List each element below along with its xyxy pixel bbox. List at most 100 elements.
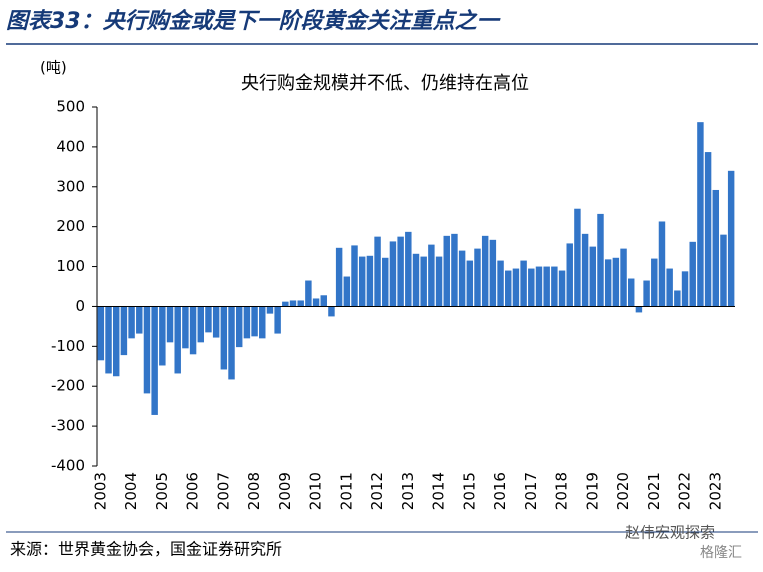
x-tick-label: 2005 (153, 472, 171, 510)
y-tick-label: -200 (51, 377, 85, 395)
bar (505, 270, 512, 307)
x-tick-label: 2003 (91, 472, 109, 510)
bar (466, 260, 474, 307)
bar (320, 295, 327, 307)
bar (312, 298, 320, 307)
bar (666, 268, 673, 307)
x-tick-label: 2020 (614, 472, 632, 510)
watermark: 赵伟宏观探索 (625, 524, 715, 542)
bar (128, 306, 135, 339)
bar (420, 256, 427, 307)
bar (212, 306, 220, 338)
bar (497, 260, 504, 307)
x-tick-label: 2006 (184, 472, 202, 510)
bar (528, 268, 535, 307)
bar (343, 276, 351, 307)
bar (727, 170, 735, 307)
bar (512, 268, 520, 307)
watermark: 格隆汇 (700, 545, 742, 561)
y-tick-label: 100 (56, 257, 85, 275)
bar (458, 250, 466, 307)
bar (481, 235, 489, 307)
bar (305, 280, 312, 307)
bar (689, 241, 696, 307)
bar (720, 234, 727, 307)
bar (105, 306, 112, 374)
bar (159, 306, 166, 366)
bar (136, 306, 143, 334)
bar (443, 235, 450, 307)
x-tick-label: 2018 (553, 472, 571, 510)
bar (259, 306, 266, 339)
x-tick-label: 2016 (491, 472, 509, 510)
x-tick-label: 2012 (368, 472, 386, 510)
bar (235, 306, 243, 348)
y-tick-label: 200 (56, 217, 85, 235)
bar (112, 306, 120, 377)
y-tick-label: 500 (56, 98, 85, 116)
x-tick-label: 2011 (337, 472, 355, 510)
bar (604, 259, 612, 307)
bar (228, 306, 235, 380)
bar (335, 247, 343, 307)
chart-title: 央行购金规模并不低、仍维持在高位 (241, 73, 529, 94)
bar (620, 248, 627, 307)
bar (351, 245, 358, 307)
y-tick-label: 300 (56, 177, 85, 195)
bar (589, 246, 597, 307)
bar (643, 280, 650, 307)
bar (405, 231, 412, 307)
bar (612, 257, 620, 307)
y-tick-label: -300 (51, 417, 85, 435)
bar (543, 266, 550, 307)
bar (704, 152, 712, 307)
bar (120, 306, 128, 356)
bar (551, 266, 558, 307)
bar (581, 233, 589, 307)
x-tick-label: 2014 (430, 472, 448, 510)
bar (451, 233, 458, 307)
bar (243, 306, 251, 339)
bar (374, 236, 381, 307)
bar (635, 306, 643, 313)
bar (574, 208, 581, 307)
bar (628, 278, 635, 307)
bar (174, 306, 181, 374)
bar (274, 306, 281, 334)
bar (289, 300, 297, 307)
y-tick-label: -400 (51, 457, 85, 475)
bar (220, 306, 228, 370)
x-tick-label: 2022 (676, 472, 694, 510)
y-tick-label: 0 (75, 297, 85, 315)
x-tick-label: 2004 (122, 472, 140, 510)
bar (205, 306, 212, 333)
y-unit: (吨) (40, 59, 67, 77)
bar (397, 236, 404, 307)
x-tick-label: 2017 (522, 472, 540, 510)
bar (674, 290, 681, 307)
bar (474, 248, 481, 307)
x-tick-label: 2008 (245, 472, 263, 510)
bar (251, 306, 258, 337)
bar (382, 257, 389, 307)
bar (297, 300, 304, 307)
bar (266, 306, 274, 314)
source: 来源：世界黄金协会，国金证券研究所 (10, 540, 282, 559)
x-tick-label: 2023 (706, 472, 724, 510)
bar (712, 189, 720, 307)
bar (366, 255, 374, 307)
bar (328, 306, 335, 317)
bar (651, 258, 658, 307)
bar (435, 256, 443, 307)
y-tick-label: 400 (56, 137, 85, 155)
x-tick-label: 2009 (276, 472, 294, 510)
bar (166, 306, 174, 343)
y-tick-label: -100 (51, 337, 85, 355)
bar (489, 239, 497, 307)
bar (358, 256, 366, 307)
bar (597, 213, 604, 307)
x-tick-label: 2010 (307, 472, 325, 510)
bar (182, 306, 189, 349)
bar (566, 243, 573, 307)
